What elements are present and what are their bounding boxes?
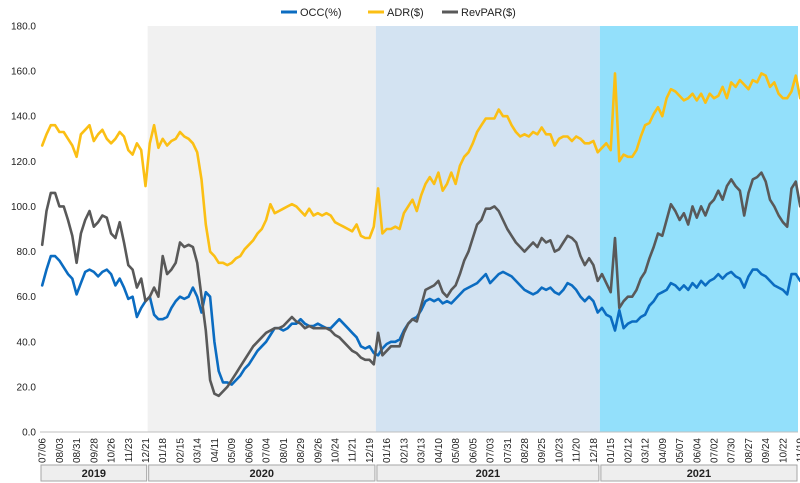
y-tick-label: 140.0 xyxy=(11,112,36,123)
x-tick-label: 10/26 xyxy=(107,438,118,463)
legend-label: OCC(%) xyxy=(300,7,342,19)
x-tick-label: 08/01 xyxy=(279,438,290,463)
x-tick-label: 02/15 xyxy=(176,438,187,463)
year-label: 2019 xyxy=(82,468,106,480)
x-tick-label: 08/29 xyxy=(296,438,307,463)
x-tick-label: 10/23 xyxy=(555,438,566,463)
legend-label: RevPAR($) xyxy=(461,7,516,19)
x-tick-label: 11/20 xyxy=(572,438,583,463)
x-tick-label: 01/15 xyxy=(606,438,617,463)
x-tick-label: 07/31 xyxy=(503,438,514,463)
x-tick-label: 05/09 xyxy=(227,438,238,463)
x-tick-label: 10/22 xyxy=(778,438,789,463)
year-box-2 xyxy=(376,464,600,482)
y-tick-label: 0.0 xyxy=(22,428,36,439)
x-tick-label: 08/31 xyxy=(72,438,83,463)
x-tick-label: 07/02 xyxy=(710,438,721,463)
x-tick-label: 05/07 xyxy=(675,438,686,463)
x-tick-label: 10/24 xyxy=(331,438,342,463)
x-tick-label: 06/05 xyxy=(468,438,479,463)
x-tick-label: 04/11 xyxy=(210,438,221,463)
y-tick-label: 40.0 xyxy=(17,337,37,348)
x-tick-label: 12/18 xyxy=(589,438,600,463)
x-tick-label: 07/03 xyxy=(486,438,497,463)
x-tick-label: 11/21 xyxy=(348,438,359,463)
y-tick-label: 80.0 xyxy=(17,247,37,258)
series-line-2 xyxy=(40,171,800,398)
x-tick-label: 07/30 xyxy=(727,438,738,463)
period-band-0 xyxy=(40,26,148,432)
x-tick-label: 11/19 xyxy=(796,438,800,463)
year-box-3 xyxy=(600,464,798,482)
year-box-1 xyxy=(148,464,376,482)
x-tick-label: 07/06 xyxy=(38,438,49,463)
y-tick-label: 120.0 xyxy=(11,157,36,168)
x-tick-label: 09/26 xyxy=(313,438,324,463)
series-line-0 xyxy=(40,254,800,386)
x-tick-label: 04/09 xyxy=(658,438,669,463)
period-band-2 xyxy=(375,26,600,432)
x-tick-label: 08/28 xyxy=(520,438,531,463)
x-tick-label: 03/13 xyxy=(417,438,428,463)
x-tick-label: 03/14 xyxy=(193,438,204,463)
y-tick-label: 60.0 xyxy=(17,292,37,303)
x-tick-label: 12/19 xyxy=(365,438,376,463)
x-tick-label: 03/12 xyxy=(641,438,652,463)
x-tick-label: 02/12 xyxy=(623,438,634,463)
x-tick-label: 09/28 xyxy=(89,438,100,463)
x-tick-label: 08/27 xyxy=(744,438,755,463)
year-label: 2020 xyxy=(250,468,274,480)
x-tick-label: 04/10 xyxy=(434,438,445,463)
x-tick-label: 01/16 xyxy=(382,438,393,463)
x-tick-label: 02/13 xyxy=(399,438,410,463)
y-tick-label: 160.0 xyxy=(11,67,36,78)
x-tick-label: 06/04 xyxy=(692,438,703,463)
x-tick-label: 01/18 xyxy=(158,438,169,463)
x-tick-label: 09/24 xyxy=(761,438,772,463)
y-tick-label: 100.0 xyxy=(11,202,36,213)
x-tick-label: 08/03 xyxy=(55,438,66,463)
x-tick-label: 06/06 xyxy=(244,438,255,463)
year-label: 2021 xyxy=(476,468,500,480)
x-tick-label: 05/08 xyxy=(451,438,462,463)
period-band-3 xyxy=(599,26,798,432)
x-tick-label: 07/04 xyxy=(262,438,273,463)
series-line-1 xyxy=(40,72,800,267)
legend-label: ADR($) xyxy=(387,7,424,19)
x-tick-label: 09/25 xyxy=(537,438,548,463)
year-box-0 xyxy=(40,464,148,482)
y-tick-label: 180.0 xyxy=(11,22,36,33)
year-label: 2021 xyxy=(687,468,711,480)
y-tick-label: 20.0 xyxy=(17,382,37,393)
x-tick-label: 11/23 xyxy=(124,438,135,463)
x-tick-label: 12/21 xyxy=(141,438,152,463)
